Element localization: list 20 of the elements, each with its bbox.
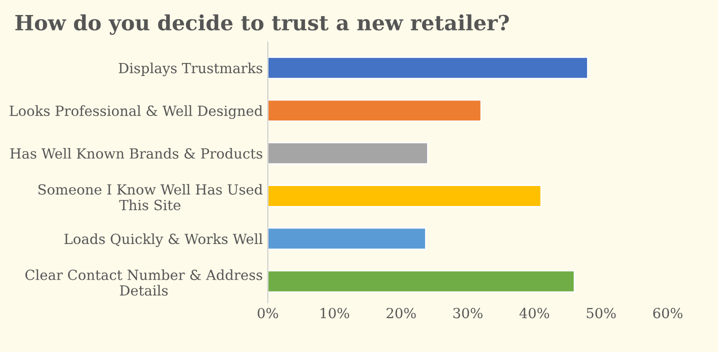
x-tick-label: 40% bbox=[519, 308, 550, 318]
bar bbox=[268, 227, 426, 250]
bar bbox=[268, 142, 428, 165]
bar bbox=[268, 270, 576, 293]
x-tick-label: 60% bbox=[653, 308, 682, 318]
y-tick-label: Loads Quickly & Works Well bbox=[64, 233, 263, 248]
bar bbox=[268, 184, 542, 208]
y-tick-label: Looks Professional & Well Designed bbox=[10, 105, 263, 119]
y-tick-label: Has Well Known Brands & Products bbox=[10, 148, 262, 159]
bar bbox=[268, 56, 588, 80]
bar bbox=[268, 99, 482, 122]
y-tick-label: Displays Trustmarks bbox=[118, 62, 262, 76]
chart-title: How do you decide to trust a new retailer? bbox=[15, 14, 509, 35]
x-tick-label: 10% bbox=[320, 308, 350, 318]
x-tick-label: 50% bbox=[586, 308, 616, 318]
x-tick-label: 20% bbox=[386, 308, 416, 318]
x-tick-label: 0% bbox=[258, 308, 278, 318]
x-tick-label: 30% bbox=[453, 308, 482, 318]
y-tick-label: Someone I Know Well Has Used This Site bbox=[38, 184, 263, 210]
y-tick-label: Clear Contact Number & Address Details bbox=[25, 269, 262, 296]
